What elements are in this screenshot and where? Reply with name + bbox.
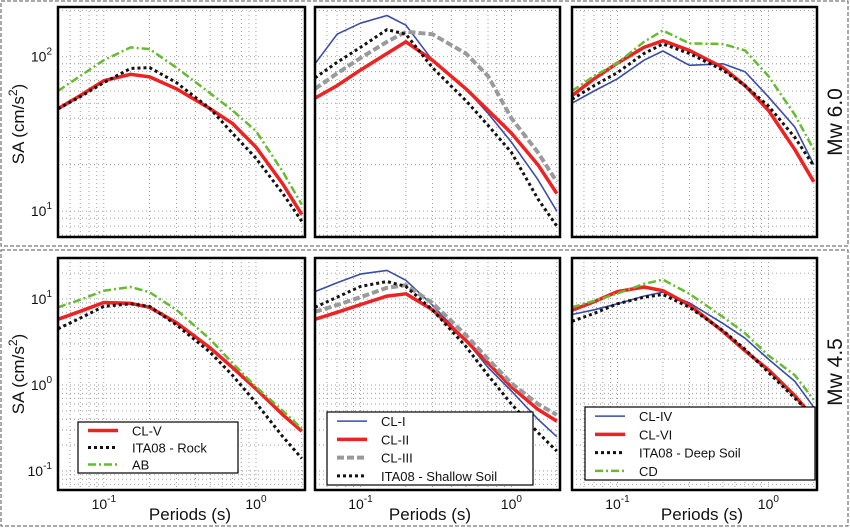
row-frame-bottom — [0, 249, 849, 527]
plot-frame — [313, 5, 562, 239]
series-line-cl-iv — [571, 291, 815, 408]
legend-label: CL-V — [132, 424, 162, 439]
panel-0-0: 101 102 — [31, 5, 307, 239]
x-axis-label-left: Periods (s) — [149, 505, 231, 524]
y-tick-label: 101 — [31, 201, 53, 219]
series-line-ita08-deep-soil — [571, 42, 816, 167]
series-line-cd — [571, 29, 815, 151]
legend-label: CL-II — [381, 432, 409, 447]
series-line-cd — [571, 278, 815, 401]
plot-frame — [56, 256, 307, 492]
plot-frame — [56, 5, 307, 239]
plot-frame — [570, 256, 819, 492]
plot-area — [572, 7, 817, 237]
x-tick-label: 100 — [758, 494, 780, 512]
plot-frame — [313, 256, 562, 492]
y-tick-label: 101 — [31, 289, 53, 307]
series-line-cl-ii — [314, 292, 558, 423]
legend-label: CL-III — [381, 451, 413, 466]
x-tick-label: 10-1 — [348, 494, 373, 512]
row-frame-top — [0, 0, 849, 247]
y-axis-label-bottom: SA (cm/s2) — [6, 334, 28, 414]
legend-label: ITA08 - Deep Soil — [639, 446, 741, 461]
series-line-ita08-rock — [57, 66, 304, 223]
series-line-ita08-shallow-soil — [314, 28, 559, 227]
x-tick-label: 100 — [501, 494, 523, 512]
plot-area — [58, 7, 305, 237]
x-axis-label-middle: Periods (s) — [389, 505, 471, 524]
series-line-ita08-rock — [57, 302, 303, 460]
panel-0-2 — [570, 5, 819, 239]
row-label-mw60: Mw 6.0 — [824, 88, 847, 156]
legend-label: CD — [639, 464, 658, 479]
series-line-cl-iii — [313, 29, 559, 183]
x-tick-label: 10-1 — [92, 494, 117, 512]
y-tick-label: 100 — [31, 375, 53, 393]
x-axis-label-right: Periods (s) — [661, 505, 743, 524]
legend-label: ITA08 - Rock — [132, 441, 207, 456]
legend-label: CL-IV — [639, 409, 673, 424]
legend-box — [326, 411, 534, 486]
x-tick-label: 100 — [245, 494, 267, 512]
panel-1-1: 10-1 100 CL-I CL-II CL-III ITA08 - Shallow So… — [313, 256, 562, 512]
series-line-cl-i — [314, 269, 558, 438]
panel-1-2: 10-1 100 CL-IV CL-VI ITA08 - Deep Soil CD — [570, 256, 819, 512]
row-label-mw45: Mw 4.5 — [824, 338, 847, 406]
series-line-cl-iii — [314, 283, 558, 417]
legend-label: ITA08 - Shallow Soil — [381, 469, 497, 484]
panel-0-1 — [313, 5, 562, 239]
legend: CL-I CL-II CL-III ITA08 - Shallow Soil — [326, 411, 534, 486]
plot-frame — [570, 5, 819, 239]
series-line-cl-iv — [571, 50, 815, 166]
legend-box — [584, 406, 816, 481]
legend: CL-V ITA08 - Rock AB — [77, 421, 239, 474]
y-tick-label: 102 — [31, 47, 53, 65]
series-line-cl-v — [57, 300, 303, 433]
x-tick-label: 10-1 — [605, 494, 630, 512]
legend-label: AB — [132, 458, 149, 473]
y-axis-label-top: SA (cm/s2) — [6, 84, 28, 164]
series-line-cl-ii — [314, 40, 559, 195]
plot-area — [315, 7, 560, 237]
y-tick-label: 10-1 — [28, 461, 53, 479]
legend: CL-IV CL-VI ITA08 - Deep Soil CD — [584, 406, 816, 481]
legend-label: CL-I — [381, 414, 406, 429]
legend-label: CL-VI — [639, 427, 672, 442]
panel-1-0: 10-1 100 101 10-1 100 CL-V ITA08 - Rock AB — [28, 256, 307, 512]
